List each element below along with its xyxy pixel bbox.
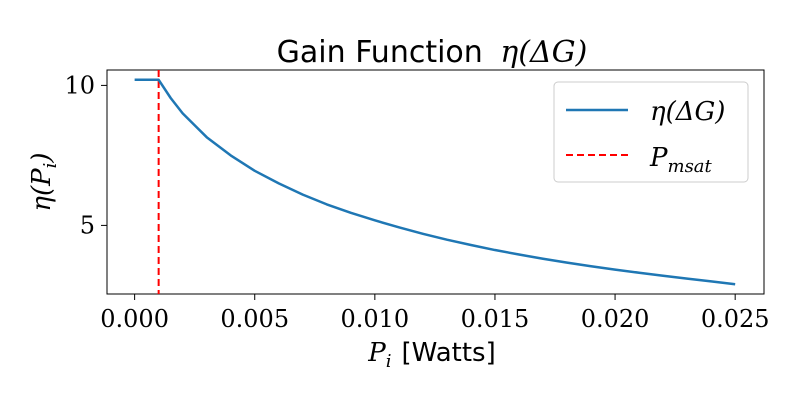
- y-axis-label-sub: i: [40, 163, 61, 169]
- x-tick-label: 0.000: [100, 305, 169, 333]
- legend-label-pmsat: Pmsat: [649, 143, 713, 177]
- chart-title: Gain Function η(ΔG): [277, 35, 588, 70]
- y-axis-label-close: ): [27, 152, 57, 163]
- y-axis-label: η(Pi): [27, 152, 61, 211]
- legend-box: [553, 81, 749, 183]
- legend-label-pmsat-sub: msat: [668, 156, 713, 177]
- x-axis-label: Pi [Watts]: [367, 338, 495, 372]
- y-tick-label: 5: [80, 211, 95, 239]
- x-axis-label-math: P: [367, 338, 386, 368]
- x-tick-label: 0.005: [220, 305, 289, 333]
- y-axis-label-math: η(P: [27, 168, 57, 212]
- x-tick-label: 0.025: [701, 305, 770, 333]
- x-axis-label-text: [Watts]: [402, 338, 496, 368]
- legend-label-pmsat-main: P: [649, 143, 668, 173]
- series-line-gain-function: [134, 78, 736, 286]
- x-axis-label-sub: i: [386, 351, 392, 372]
- x-tick-label: 0.010: [340, 305, 409, 333]
- chart-title-text: Gain Function: [277, 35, 483, 70]
- legend-label-gain: η(ΔG): [650, 97, 725, 127]
- chart-title-math: η(ΔG): [500, 35, 587, 70]
- legend: η(ΔG) Pmsat: [553, 81, 749, 183]
- x-tick-label: 0.015: [461, 305, 530, 333]
- x-tick-label: 0.020: [581, 305, 650, 333]
- y-tick-label: 10: [64, 71, 95, 99]
